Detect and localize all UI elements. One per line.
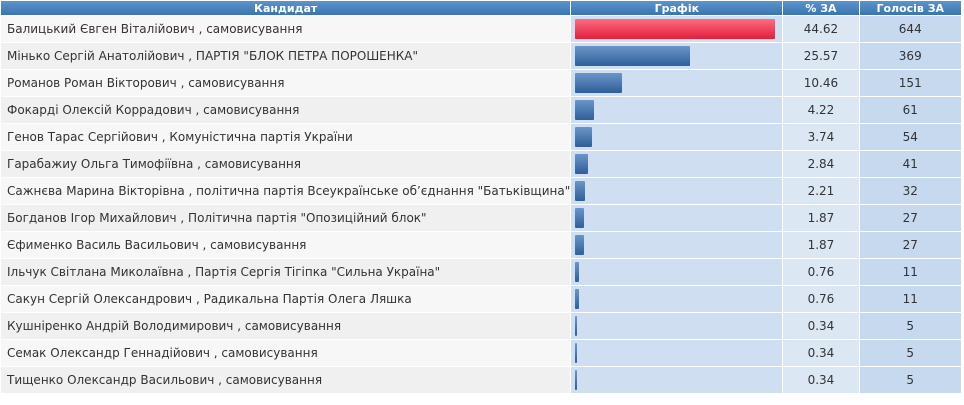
result-row: Ільчук Світлана Миколаївна , Партія Серг… — [1, 259, 961, 285]
votes: 61 — [859, 97, 961, 123]
percent: 44.62 — [783, 16, 859, 42]
candidate: Тищенко Олександр Васильович , самовисув… — [1, 367, 571, 393]
result-row: Романов Роман Вікторович , самовисування… — [1, 70, 961, 96]
chart-cell — [571, 178, 783, 204]
result-row: Сажнєва Марина Вікторівна , політична па… — [1, 178, 961, 204]
result-row: Генов Тарас Сергійович , Комуністична па… — [1, 124, 961, 150]
votes: 27 — [859, 205, 961, 231]
result-row: Семак Олександр Геннадійович , самовисув… — [1, 340, 961, 366]
bar — [575, 343, 577, 363]
percent: 0.34 — [783, 367, 859, 393]
candidate: Богданов Ігор Михайлович , Політична пар… — [1, 205, 571, 231]
bar — [575, 262, 579, 282]
percent: 0.34 — [783, 340, 859, 366]
chart-cell — [571, 367, 783, 393]
chart-cell — [571, 16, 783, 42]
chart-cell — [571, 97, 783, 123]
candidate: Семак Олександр Геннадійович , самовисув… — [1, 340, 571, 366]
votes: 5 — [859, 367, 961, 393]
percent: 0.76 — [783, 259, 859, 285]
result-row: Тищенко Олександр Васильович , самовисув… — [1, 367, 961, 393]
candidate: Генов Тарас Сергійович , Комуністична па… — [1, 124, 571, 150]
column-header: Голосів ЗА — [859, 1, 961, 15]
column-header: Графік — [571, 1, 783, 15]
bar — [575, 19, 776, 39]
result-row: Сакун Сергій Олександрович , Радикальна … — [1, 286, 961, 312]
bar — [575, 208, 584, 228]
table-body: Балицький Євген Віталійович , самовисува… — [1, 16, 961, 393]
votes: 27 — [859, 232, 961, 258]
percent: 0.76 — [783, 286, 859, 312]
percent: 10.46 — [783, 70, 859, 96]
votes: 369 — [859, 43, 961, 69]
candidate: Єфименко Василь Васильович , самовисуван… — [1, 232, 571, 258]
percent: 1.87 — [783, 232, 859, 258]
bar — [575, 316, 577, 336]
chart-cell — [571, 286, 783, 312]
votes: 41 — [859, 151, 961, 177]
candidate: Гарабажиу Ольга Тимофіївна , самовисуван… — [1, 151, 571, 177]
result-row: Фокарді Олексій Коррадович , самовисуван… — [1, 97, 961, 123]
votes: 32 — [859, 178, 961, 204]
candidate: Сажнєва Марина Вікторівна , політична па… — [1, 178, 571, 204]
chart-cell — [571, 124, 783, 150]
percent: 25.57 — [783, 43, 859, 69]
result-row: Кушніренко Андрій Володимирович , самови… — [1, 313, 961, 339]
votes: 151 — [859, 70, 961, 96]
votes: 11 — [859, 286, 961, 312]
candidate: Балицький Євген Віталійович , самовисува… — [1, 16, 571, 42]
chart-cell — [571, 70, 783, 96]
header-row: Кандидат Графік% ЗА Голосів ЗА — [1, 1, 961, 15]
result-row: Богданов Ігор Михайлович , Політична пар… — [1, 205, 961, 231]
chart-cell — [571, 205, 783, 231]
votes: 54 — [859, 124, 961, 150]
votes: 5 — [859, 340, 961, 366]
bar — [575, 100, 595, 120]
votes: 11 — [859, 259, 961, 285]
bar — [575, 235, 584, 255]
candidate: Романов Роман Вікторович , самовисування — [1, 70, 571, 96]
bar — [575, 154, 588, 174]
candidate: Кушніренко Андрій Володимирович , самови… — [1, 313, 571, 339]
bar — [575, 289, 579, 309]
bar — [575, 127, 593, 147]
candidate: Фокарді Олексій Коррадович , самовисуван… — [1, 97, 571, 123]
result-row: Єфименко Василь Васильович , самовисуван… — [1, 232, 961, 258]
votes: 644 — [859, 16, 961, 42]
result-row: Балицький Євген Віталійович , самовисува… — [1, 16, 961, 42]
bar — [575, 181, 586, 201]
candidate: Сакун Сергій Олександрович , Радикальна … — [1, 286, 571, 312]
result-row: Гарабажиу Ольга Тимофіївна , самовисуван… — [1, 151, 961, 177]
column-header: % ЗА — [783, 1, 859, 15]
percent: 3.74 — [783, 124, 859, 150]
percent: 1.87 — [783, 205, 859, 231]
chart-cell — [571, 151, 783, 177]
percent: 0.34 — [783, 313, 859, 339]
column-header: Кандидат — [1, 1, 571, 15]
votes: 5 — [859, 313, 961, 339]
bar — [575, 46, 690, 66]
results-table: Кандидат Графік% ЗА Голосів ЗА Балицький Є… — [1, 1, 961, 393]
chart-cell — [571, 232, 783, 258]
percent: 4.22 — [783, 97, 859, 123]
bar — [575, 370, 577, 390]
bar — [575, 73, 623, 93]
chart-cell — [571, 313, 783, 339]
percent: 2.21 — [783, 178, 859, 204]
candidate: Ільчук Світлана Миколаївна , Партія Серг… — [1, 259, 571, 285]
chart-cell — [571, 259, 783, 285]
candidate: Мінько Сергій Анатолійович , ПАРТІЯ "БЛО… — [1, 43, 571, 69]
chart-cell — [571, 43, 783, 69]
chart-cell — [571, 340, 783, 366]
result-row: Мінько Сергій Анатолійович , ПАРТІЯ "БЛО… — [1, 43, 961, 69]
percent: 2.84 — [783, 151, 859, 177]
